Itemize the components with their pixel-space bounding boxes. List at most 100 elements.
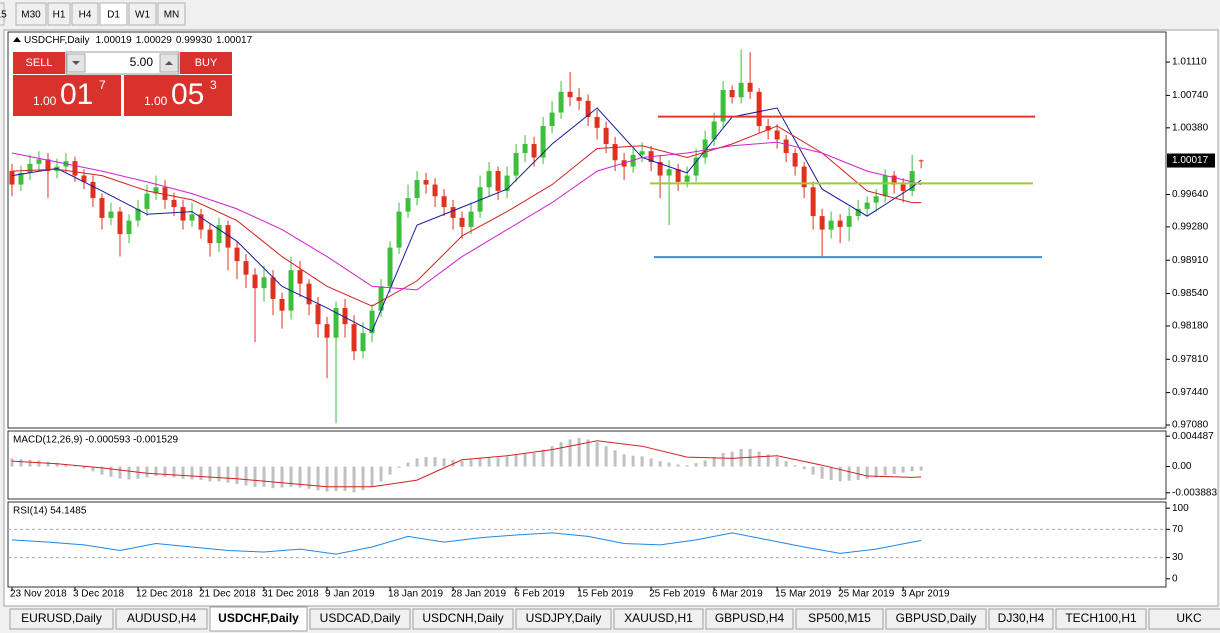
candle-body bbox=[567, 91, 573, 98]
candle-body bbox=[846, 216, 852, 227]
macd-bar bbox=[640, 456, 644, 467]
macd-bar bbox=[37, 460, 41, 467]
symbol-tab-label[interactable]: EURUSD,Daily bbox=[21, 611, 102, 625]
y-tick-label: -0.003883 bbox=[1172, 487, 1217, 498]
symbol-tab[interactable] bbox=[9, 608, 114, 630]
ask-fraction: 3 bbox=[210, 78, 217, 92]
symbol-tab-label[interactable]: UKC bbox=[1176, 611, 1202, 625]
symbol-tab-label[interactable]: AUDUSD,H4 bbox=[127, 611, 197, 625]
ask-box[interactable] bbox=[124, 75, 232, 116]
macd-bar bbox=[802, 466, 806, 470]
candle-body bbox=[585, 100, 591, 118]
candle-body bbox=[639, 151, 645, 155]
candle-body bbox=[855, 208, 861, 217]
timeframe-label[interactable]: W1 bbox=[135, 10, 150, 21]
macd-bar bbox=[145, 466, 149, 478]
macd-bar bbox=[91, 466, 95, 472]
macd-bar bbox=[919, 466, 923, 471]
moving-average bbox=[11, 125, 922, 307]
rsi-line bbox=[11, 532, 922, 555]
symbol-tab[interactable] bbox=[795, 608, 884, 630]
timeframe-button[interactable] bbox=[71, 2, 99, 26]
candle-body bbox=[711, 121, 717, 140]
candle-body bbox=[198, 214, 204, 230]
candle-body bbox=[675, 169, 681, 182]
candle-body bbox=[783, 139, 789, 154]
macd-bar bbox=[415, 458, 419, 467]
symbol-tab[interactable] bbox=[309, 608, 411, 630]
timeframe-label[interactable]: MN bbox=[164, 10, 180, 21]
x-tick-label: 15 Feb 2019 bbox=[577, 589, 634, 600]
timeframe-label[interactable]: H1 bbox=[53, 10, 66, 21]
timeframe-label[interactable]: D1 bbox=[107, 10, 120, 21]
symbol-tab-label[interactable]: GBPUSD,Daily bbox=[896, 611, 977, 625]
candle-body bbox=[837, 220, 843, 227]
sell-button[interactable] bbox=[13, 52, 65, 74]
candle-body bbox=[729, 89, 735, 98]
timeframe-label[interactable]: M30 bbox=[21, 10, 41, 21]
symbol-tab[interactable] bbox=[1055, 608, 1147, 630]
symbol-tab-label[interactable]: USDCAD,Daily bbox=[320, 611, 401, 625]
bid-box[interactable] bbox=[13, 75, 121, 116]
buy-label[interactable]: BUY bbox=[195, 57, 218, 69]
bid-fraction: 7 bbox=[99, 78, 106, 92]
x-tick-label: 6 Mar 2019 bbox=[712, 589, 763, 600]
symbol-tab-label[interactable]: USDCHF,Daily bbox=[218, 611, 299, 625]
macd-bar bbox=[847, 466, 851, 481]
timeframe-label[interactable]: H4 bbox=[79, 10, 92, 21]
symbol-tab-label[interactable]: XAUUSD,H1 bbox=[624, 611, 693, 625]
candle-body bbox=[918, 160, 924, 162]
y-tick-label: 0.00 bbox=[1172, 461, 1192, 472]
candle-body bbox=[342, 307, 348, 325]
macd-bar bbox=[397, 466, 401, 468]
symbol-tab-label[interactable]: USDJPY,Daily bbox=[526, 611, 602, 625]
symbol-tab-label[interactable]: GBPUSD,H4 bbox=[715, 611, 785, 625]
volume[interactable]: 5.00 bbox=[130, 55, 154, 69]
timeframe-label[interactable]: M15 bbox=[0, 10, 7, 21]
macd-bar bbox=[811, 466, 815, 475]
buy-button[interactable] bbox=[180, 52, 232, 74]
candle-body bbox=[774, 130, 780, 140]
macd-bar bbox=[514, 454, 518, 467]
symbol-tab-label[interactable]: USDCNH,Daily bbox=[422, 611, 503, 625]
symbol-tab-label[interactable]: DJ30,H4 bbox=[998, 611, 1045, 625]
symbol-tab[interactable] bbox=[988, 608, 1054, 630]
timeframe-button[interactable] bbox=[47, 2, 71, 26]
candle-body bbox=[459, 217, 465, 227]
candle-body bbox=[396, 211, 402, 248]
timeframe-button[interactable] bbox=[99, 2, 128, 26]
macd-bar bbox=[325, 466, 329, 492]
macd-bar bbox=[172, 466, 176, 478]
timeframe-button[interactable] bbox=[0, 2, 5, 26]
symbol-tab[interactable] bbox=[613, 608, 704, 630]
symbol-tab-label[interactable]: TECH100,H1 bbox=[1065, 611, 1137, 625]
sell-label[interactable]: SELL bbox=[26, 57, 53, 69]
symbol-tab[interactable] bbox=[1148, 608, 1220, 630]
symbol-tab[interactable] bbox=[515, 608, 612, 630]
macd-bar bbox=[658, 461, 662, 467]
candle-body bbox=[45, 159, 51, 172]
macd-bar bbox=[235, 466, 239, 485]
candle-body bbox=[693, 157, 699, 176]
macd-bar bbox=[73, 465, 77, 467]
candle-body bbox=[189, 214, 195, 221]
symbol-tab[interactable] bbox=[115, 608, 208, 630]
timeframe-button[interactable] bbox=[128, 2, 157, 26]
volume-box[interactable] bbox=[65, 51, 180, 75]
symbol-tab-label[interactable]: SP500,M15 bbox=[808, 611, 871, 625]
macd-bar bbox=[361, 466, 365, 491]
symbol-tab[interactable] bbox=[412, 608, 514, 630]
symbol-tab[interactable] bbox=[209, 606, 308, 632]
candle-body bbox=[225, 225, 231, 248]
timeframe-button[interactable] bbox=[157, 2, 186, 26]
macd-bar bbox=[343, 466, 347, 491]
moving-average bbox=[11, 107, 922, 333]
symbol-tab[interactable] bbox=[705, 608, 794, 630]
candle-body bbox=[27, 163, 33, 173]
candle-body bbox=[549, 112, 555, 127]
macd-bar bbox=[289, 466, 293, 487]
macd-bar bbox=[82, 466, 86, 469]
symbol-tab[interactable] bbox=[885, 608, 987, 630]
timeframe-button[interactable] bbox=[15, 2, 47, 26]
macd-bar bbox=[532, 452, 536, 467]
